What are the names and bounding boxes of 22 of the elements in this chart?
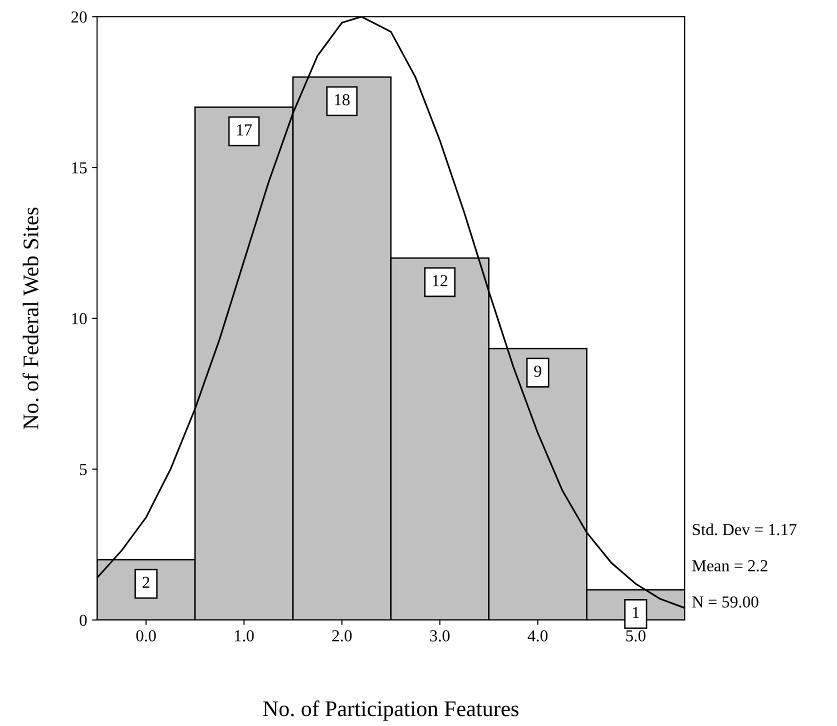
- y-axis-title: No. of Federal Web Sites: [22, 208, 39, 430]
- y-tick-label: 20: [71, 11, 87, 23]
- data-label: 2: [142, 576, 150, 588]
- y-tick-label: 15: [72, 162, 87, 174]
- text: Std. Dev = 1.17: [692, 523, 796, 536]
- text: Mean = 2.2: [692, 560, 768, 572]
- x-tick-label: 3.0: [430, 630, 450, 642]
- x-tick-label: 5.0: [626, 630, 646, 642]
- y-tick-label: 10: [72, 313, 87, 324]
- y-tick-label: 5: [80, 464, 87, 476]
- y-tick-label: 0: [80, 614, 87, 626]
- data-label: 17: [237, 124, 252, 136]
- data-label: 1: [633, 606, 639, 618]
- x-axis-title: No. of Participation Features: [263, 700, 518, 721]
- data-label: 9: [534, 366, 542, 377]
- x-tick-label: 1.0: [235, 630, 254, 642]
- data-label: 12: [432, 275, 448, 286]
- x-tick-label: 2.0: [332, 630, 352, 642]
- data-label: 18: [335, 94, 350, 106]
- x-tick-label: 0.0: [136, 630, 156, 642]
- x-tick-label: 4.0: [528, 630, 548, 642]
- text: N = 59.00: [692, 596, 758, 608]
